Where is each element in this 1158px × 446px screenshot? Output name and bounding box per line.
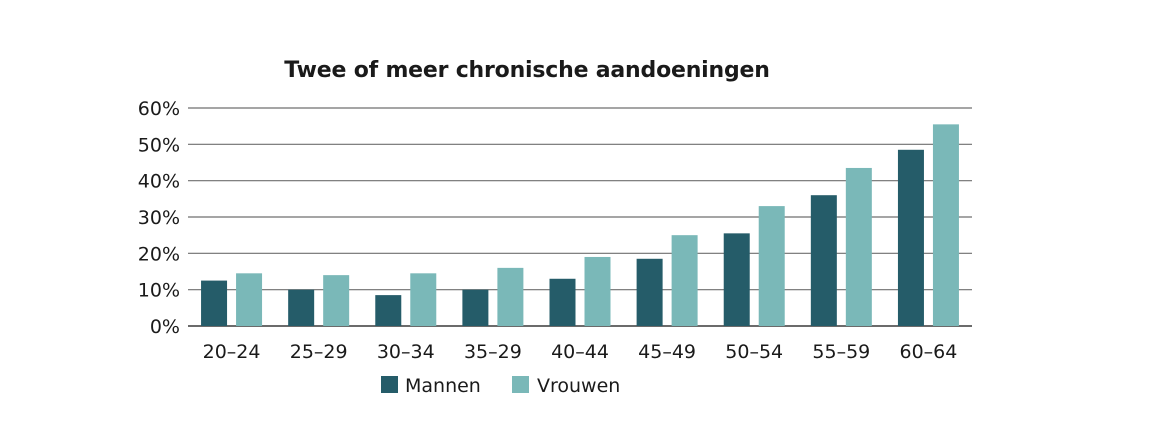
y-tick-label: 20% [138, 243, 180, 265]
legend-swatch-vrouwen [512, 376, 529, 393]
y-tick-label: 40% [138, 171, 180, 193]
bar-vrouwen [758, 206, 785, 326]
y-tick-label: 30% [138, 207, 180, 229]
x-tick-label: 40–44 [551, 341, 609, 363]
x-tick-label: 55–59 [812, 341, 870, 363]
bar-mannen [549, 278, 576, 326]
x-tick-label: 60–64 [900, 341, 958, 363]
bar-vrouwen [671, 235, 698, 326]
y-tick-label: 50% [138, 134, 180, 156]
bar-vrouwen [497, 267, 524, 326]
bar-vrouwen [845, 167, 872, 326]
bar-vrouwen [410, 273, 437, 326]
bar-mannen [897, 149, 924, 326]
y-tick-label: 0% [150, 316, 180, 338]
bar-mannen [375, 295, 402, 326]
bar-mannen [462, 289, 489, 326]
x-tick-label: 35–29 [464, 341, 522, 363]
x-tick-label: 30–34 [377, 341, 435, 363]
bar-mannen [288, 289, 315, 326]
bar-mannen [201, 280, 228, 326]
y-tick-label: 60% [138, 98, 180, 120]
y-tick-label: 10% [138, 280, 180, 302]
legend-swatch-mannen [381, 376, 398, 393]
bar-mannen [723, 233, 750, 326]
legend-label-mannen: Mannen [405, 375, 481, 397]
bar-vrouwen [932, 124, 959, 326]
x-tick-label: 45–49 [638, 341, 696, 363]
chart-title: Twee of meer chronische aandoeningen [284, 58, 770, 83]
legend-label-vrouwen: Vrouwen [537, 375, 620, 397]
bar-mannen [810, 195, 837, 326]
bar-vrouwen [584, 256, 611, 326]
bar-vrouwen [236, 273, 263, 326]
bar-vrouwen [323, 275, 350, 326]
x-tick-label: 20–24 [203, 341, 261, 363]
x-tick-label: 25–29 [290, 341, 348, 363]
bar-mannen [636, 258, 663, 326]
x-tick-label: 50–54 [725, 341, 783, 363]
